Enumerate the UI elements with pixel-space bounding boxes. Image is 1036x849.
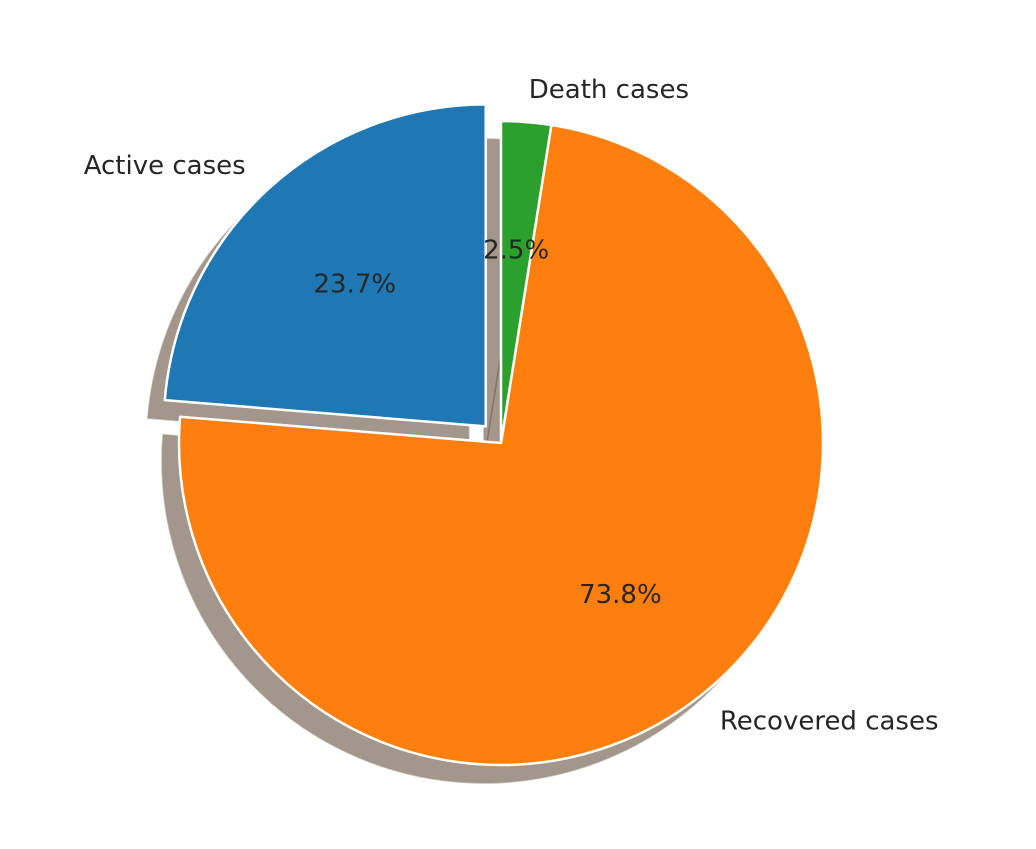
percent-label-recovered-cases: 73.8% [579, 580, 662, 610]
pie-slice-recovered-cases [177, 123, 825, 767]
slice-layer [163, 103, 825, 767]
pie-slice-active-cases [163, 103, 487, 428]
slice-label-active-cases: Active cases [84, 151, 246, 181]
label-layer: Active cases 23.7% Recovered cases 73.8% Dea… [84, 75, 939, 737]
slice-label-death-cases: Death cases [529, 75, 689, 105]
pie-slice-death-cases [499, 119, 553, 445]
slice-label-recovered-cases: Recovered cases [720, 707, 939, 737]
percent-label-active-cases: 23.7% [313, 269, 396, 299]
percent-label-death-cases: 2.5% [483, 235, 549, 265]
